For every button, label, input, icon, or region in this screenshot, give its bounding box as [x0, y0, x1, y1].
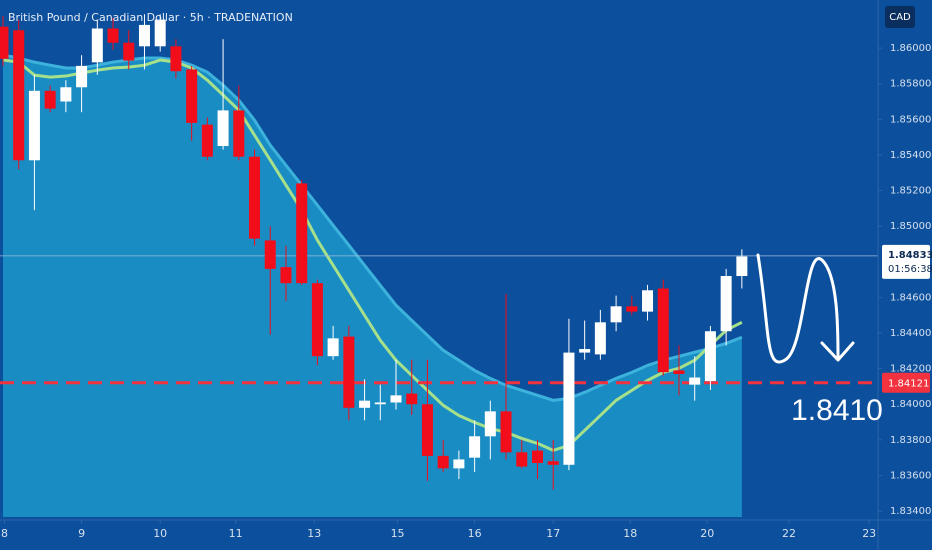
candle-body: [563, 352, 575, 465]
candle-body: [453, 459, 465, 469]
candle-body: [280, 267, 292, 284]
candle-body: [327, 338, 339, 357]
x-tick-label: 13: [307, 527, 321, 540]
candle-body: [626, 306, 638, 312]
x-tick-label: 16: [468, 527, 482, 540]
currency-badge: [885, 6, 915, 28]
candle-body: [76, 65, 88, 88]
candle-body: [484, 411, 496, 437]
candle-body: [531, 450, 543, 464]
x-tick-label: 11: [229, 527, 243, 540]
x-tick-label: 22: [782, 527, 796, 540]
candle-body: [311, 283, 323, 357]
candle-body: [107, 28, 119, 43]
forecast-arrow: [756, 253, 855, 364]
candle-body: [657, 288, 669, 373]
candle-body: [60, 87, 72, 102]
candle-body: [296, 183, 308, 284]
y-tick-label: 1.85400: [890, 150, 931, 161]
candle-body: [13, 30, 25, 161]
annotation: 1.8410: [791, 394, 883, 427]
x-tick-label: 10: [153, 527, 167, 540]
candle-body: [390, 395, 402, 403]
candle-body: [437, 455, 449, 469]
candle-body: [123, 42, 135, 61]
y-tick-label: 1.85600: [890, 114, 931, 125]
last-price-badge: [882, 244, 930, 279]
candle-body: [91, 28, 103, 63]
y-tick-label: 1.84000: [890, 399, 931, 410]
last-price-label: 1.84833: [888, 250, 932, 261]
candle-body: [249, 156, 261, 239]
candle-body: [547, 461, 559, 465]
x-tick-label: 20: [700, 527, 714, 540]
y-tick-label: 1.85000: [890, 221, 931, 232]
countdown-label: 01:56:38: [888, 264, 932, 275]
currency-label: CAD: [889, 12, 911, 23]
x-tick-label: 18: [623, 527, 637, 540]
y-tick-label: 1.84600: [890, 292, 931, 303]
candle-body: [704, 331, 716, 382]
y-tick-label: 1.83600: [890, 470, 931, 481]
y-tick-label: 1.86000: [890, 43, 931, 54]
moving-average: [2, 58, 743, 452]
x-tick-label: 23: [862, 527, 876, 540]
y-tick-label: 1.83800: [890, 435, 931, 446]
y-tick-label: 1.84400: [890, 328, 931, 339]
candle-body: [44, 90, 56, 109]
band-area: [2, 55, 742, 517]
candle-body: [610, 306, 622, 323]
candle-body: [469, 436, 481, 458]
candle-body: [736, 256, 748, 277]
candle-body: [264, 240, 276, 269]
candle-body: [689, 377, 701, 385]
candle-body: [28, 90, 40, 161]
level-badge: [882, 372, 930, 393]
plot-area: [0, 14, 878, 517]
candle-body: [516, 452, 528, 467]
candle-body: [170, 46, 182, 72]
candle-body: [594, 322, 606, 355]
candle-body: [500, 411, 512, 453]
candle-body: [138, 24, 150, 47]
y-tick-label: 1.83400: [890, 506, 931, 517]
candle-body: [217, 110, 229, 147]
y-tick-label: 1.84200: [890, 364, 931, 375]
candle-body: [579, 349, 591, 353]
x-tick-label: 8: [1, 527, 8, 540]
y-tick-label: 1.85200: [890, 186, 931, 197]
candle-body: [406, 393, 418, 405]
candle-body: [154, 19, 166, 47]
x-tick-label: 9: [78, 527, 85, 540]
candle-body: [374, 402, 386, 405]
candle-body: [0, 26, 9, 59]
candle-body: [201, 124, 213, 157]
y-tick-label: 1.85800: [890, 79, 931, 90]
candle-body: [673, 370, 685, 374]
candle-body: [720, 276, 732, 332]
x-tick-label: 15: [391, 527, 405, 540]
candle-body: [359, 400, 371, 408]
candle-body: [421, 404, 433, 456]
x-tick-label: 17: [546, 527, 560, 540]
candle-body: [343, 336, 355, 408]
candle-body: [233, 110, 245, 157]
candle-body: [186, 69, 198, 123]
level-label: 1.84121: [888, 379, 929, 390]
chart-title: British Pound / Canadian Dollar · 5h · T…: [8, 11, 293, 24]
candle-body: [642, 290, 654, 312]
